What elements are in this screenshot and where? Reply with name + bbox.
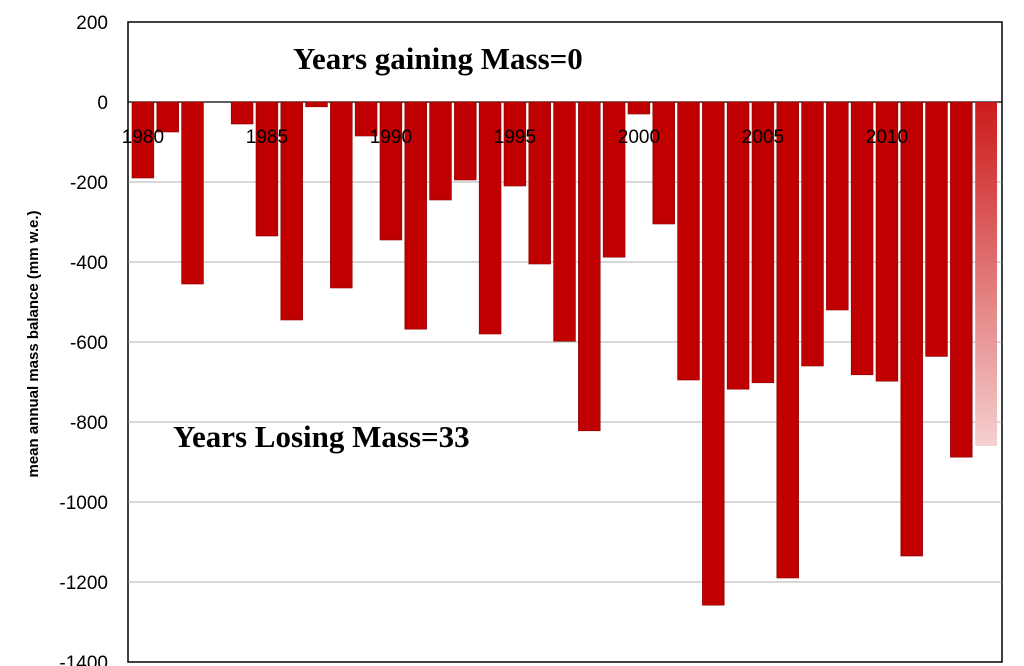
bar-1989 — [354, 101, 378, 137]
bar-1984 — [230, 101, 254, 125]
y-tick-label: -600 — [70, 333, 108, 354]
y-axis-title: mean annual mass balance (mm w.e.) — [25, 210, 42, 477]
bar-1990 — [379, 101, 403, 241]
y-tick-labels: 200 0 -200 -400 -600 -800 -1000 -1200 -1400 — [59, 13, 108, 666]
x-tick-label: 2005 — [742, 127, 784, 148]
bar-2008 — [826, 101, 849, 311]
bar-1997 — [553, 101, 576, 342]
bar-1996 — [528, 101, 551, 265]
annotation-years-losing: Years Losing Mass=33 — [173, 419, 470, 454]
x-tick-labels: 1980 1985 1990 1995 2000 2005 2010 — [122, 127, 908, 148]
x-tick-label: 1990 — [370, 127, 412, 148]
bar-2003 — [702, 101, 725, 606]
y-tick-label: -200 — [70, 173, 108, 194]
bar-2002 — [677, 101, 700, 381]
bar-2013 — [950, 101, 973, 458]
x-tick-label: 1980 — [122, 127, 164, 148]
bar-1992 — [429, 101, 452, 201]
y-tick-label: -1200 — [59, 573, 108, 594]
bar-1986 — [280, 101, 303, 321]
bar-1982 — [181, 101, 204, 285]
bar-1981 — [156, 101, 179, 133]
y-tick-label: 0 — [97, 93, 108, 114]
bar-1995 — [503, 101, 527, 187]
bar-2007 — [801, 101, 824, 367]
bar-1993 — [454, 101, 477, 181]
bar-1988 — [330, 101, 353, 289]
annotation-years-gaining: Years gaining Mass=0 — [293, 41, 583, 76]
bar-2004 — [726, 101, 750, 390]
y-tick-label: -1000 — [59, 493, 108, 514]
y-tick-label: -800 — [70, 413, 108, 434]
x-tick-label: 2010 — [866, 127, 908, 148]
bar-2014 — [975, 102, 998, 446]
x-tick-label: 1985 — [246, 127, 288, 148]
bar-2001 — [652, 101, 675, 225]
bar-1994 — [478, 101, 502, 335]
x-tick-label: 1995 — [494, 127, 536, 148]
bar-2010 — [875, 101, 899, 382]
y-tick-label: 200 — [76, 13, 108, 34]
bar-2012 — [925, 101, 948, 357]
bar-2006 — [776, 101, 799, 579]
bar-1980 — [131, 101, 155, 179]
bar-1999 — [602, 101, 626, 258]
bar-2000 — [627, 101, 651, 115]
bar-2005 — [751, 101, 775, 384]
x-tick-label: 2000 — [618, 127, 660, 148]
bar-2011 — [900, 101, 923, 557]
y-tick-label: -1400 — [59, 653, 108, 666]
bars — [131, 101, 998, 606]
bar-1987 — [305, 101, 328, 108]
y-tick-label: -400 — [70, 253, 108, 274]
bar-2009 — [850, 101, 874, 376]
bar-1985 — [255, 101, 279, 237]
bar-1998 — [578, 101, 601, 432]
bar-1991 — [404, 101, 427, 330]
